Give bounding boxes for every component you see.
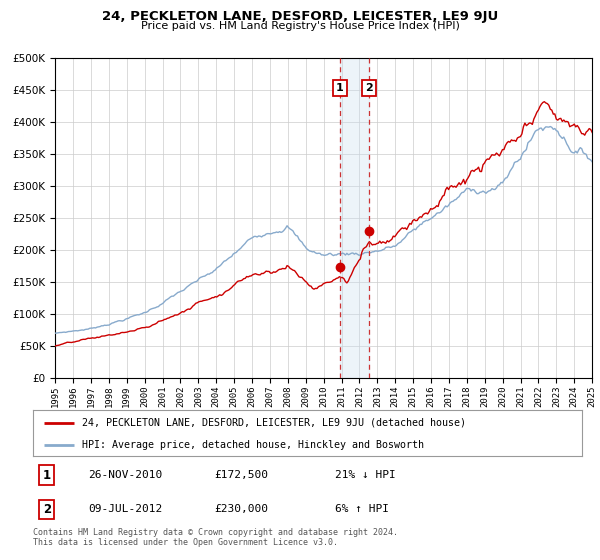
Text: Price paid vs. HM Land Registry's House Price Index (HPI): Price paid vs. HM Land Registry's House … (140, 21, 460, 31)
Text: 21% ↓ HPI: 21% ↓ HPI (335, 470, 396, 480)
Text: 1: 1 (43, 469, 51, 482)
Text: £172,500: £172,500 (214, 470, 268, 480)
Text: 2: 2 (43, 503, 51, 516)
Text: Contains HM Land Registry data © Crown copyright and database right 2024.: Contains HM Land Registry data © Crown c… (33, 528, 398, 536)
Bar (340, 58, 370, 378)
Text: 09-JUL-2012: 09-JUL-2012 (88, 505, 162, 515)
Text: 24, PECKLETON LANE, DESFORD, LEICESTER, LE9 9JU: 24, PECKLETON LANE, DESFORD, LEICESTER, … (102, 10, 498, 23)
Text: 6% ↑ HPI: 6% ↑ HPI (335, 505, 389, 515)
Text: £230,000: £230,000 (214, 505, 268, 515)
Text: HPI: Average price, detached house, Hinckley and Bosworth: HPI: Average price, detached house, Hinc… (82, 440, 424, 450)
Text: 2: 2 (365, 83, 373, 93)
Text: 1: 1 (336, 83, 344, 93)
Text: 24, PECKLETON LANE, DESFORD, LEICESTER, LE9 9JU (detached house): 24, PECKLETON LANE, DESFORD, LEICESTER, … (82, 418, 466, 428)
Text: This data is licensed under the Open Government Licence v3.0.: This data is licensed under the Open Gov… (33, 538, 338, 547)
Text: 26-NOV-2010: 26-NOV-2010 (88, 470, 162, 480)
